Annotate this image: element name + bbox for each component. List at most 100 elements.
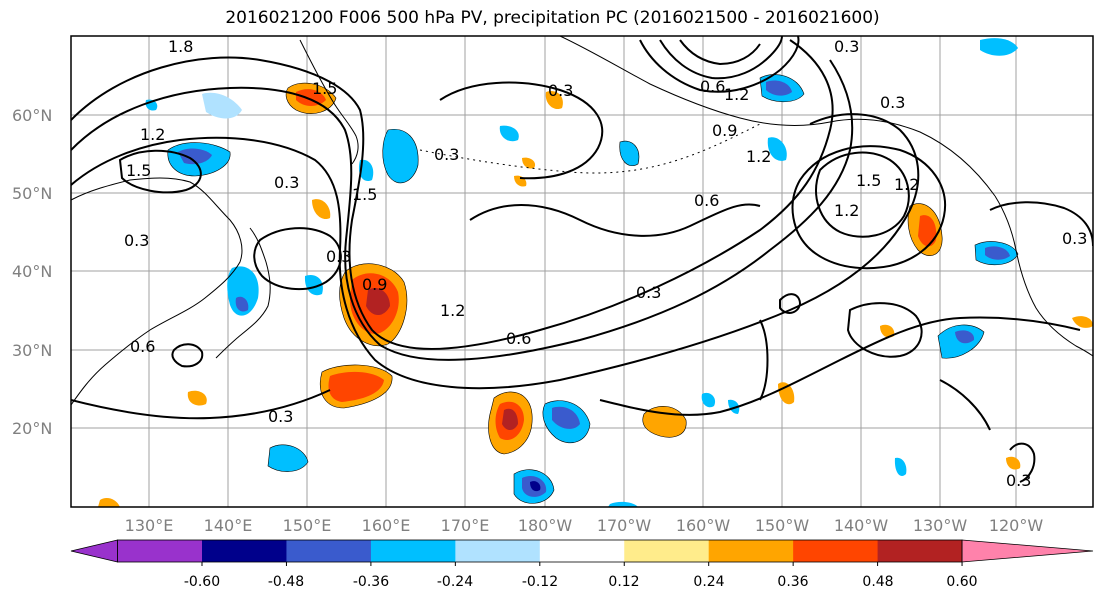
- pv-contour: [759, 319, 769, 401]
- precip-blob-neg: [985, 246, 1010, 260]
- colorbar-segment: [286, 540, 372, 562]
- precip-blob-neg: [894, 457, 907, 477]
- pv-contour: [71, 39, 834, 350]
- precip-blob-neg: [552, 406, 580, 429]
- lat-label-50n: 50°N: [12, 184, 52, 203]
- colorbar-segment: [539, 540, 625, 562]
- colorbar-tick-label: 0.48: [862, 574, 893, 590]
- contour-label: 0.3: [880, 93, 905, 112]
- precip-blob-pos: [312, 199, 331, 220]
- pv-contour: [71, 389, 331, 420]
- lon-label-130e: 130°E: [125, 516, 174, 535]
- pv-contour: [639, 36, 800, 93]
- precip-blob-neg: [767, 137, 787, 161]
- pv-contour: [469, 203, 761, 237]
- contour-label: 1.2: [140, 125, 165, 144]
- coastline-aleutians: [419, 123, 761, 174]
- colorbar: [70, 539, 1094, 566]
- precip-blob-pos: [502, 408, 518, 430]
- precip-blob-pos: [1006, 456, 1021, 470]
- lon-label-170e: 170°E: [441, 516, 490, 535]
- pv-contour: [791, 145, 947, 270]
- precip-blob-neg: [304, 274, 323, 296]
- contour-label: 1.2: [724, 85, 749, 104]
- lon-label-160e: 160°E: [362, 516, 411, 535]
- contour-label: 1.2: [746, 147, 771, 166]
- colorbar-segment: [877, 540, 963, 562]
- precip-blob-neg: [178, 148, 212, 165]
- pv-contour: [253, 227, 342, 291]
- coastline-alaska: [559, 36, 996, 197]
- colorbar-extend-low: [70, 539, 118, 563]
- pv-contour: [846, 302, 923, 358]
- colorbar-tick-labels: -0.60 -0.48 -0.36 -0.24 -0.12 0.12 0.24 …: [184, 574, 978, 590]
- lon-label-140e: 140°E: [204, 516, 253, 535]
- contour-label: 0.3: [274, 173, 299, 192]
- precip-blob-neg: [980, 38, 1018, 56]
- map-title: 2016021200 F006 500 hPa PV, precipitatio…: [225, 8, 880, 28]
- precip-blob-pos: [296, 89, 326, 106]
- colorbar-segment: [624, 540, 710, 562]
- lon-label-180w: 180°W: [518, 516, 573, 535]
- lon-label-120w: 120°W: [989, 516, 1044, 535]
- precip-blob-neg: [499, 125, 519, 142]
- lat-label-30n: 30°N: [12, 341, 52, 360]
- precip-blob-pos: [545, 90, 563, 110]
- contour-label: 0.3: [1006, 471, 1031, 490]
- colorbar-tick-label: -0.24: [437, 574, 473, 590]
- lon-label-140w: 140°W: [834, 516, 889, 535]
- precip-blob-neg: [235, 296, 249, 312]
- coastline-japan: [215, 227, 271, 359]
- lon-label-150e: 150°E: [283, 516, 332, 535]
- precip-blob-neg: [382, 128, 419, 184]
- precip-blob-pos: [98, 498, 120, 507]
- pv-contour: [779, 293, 802, 314]
- contour-label: 1.5: [312, 79, 337, 98]
- colorbar-segment: [708, 540, 794, 562]
- colorbar-segment: [370, 540, 456, 562]
- lon-label-160w: 160°W: [676, 516, 731, 535]
- contour-label: 1.5: [856, 171, 881, 190]
- pv-contour: [71, 113, 920, 390]
- precip-blob-neg: [530, 481, 541, 492]
- precip-blob-pos: [187, 390, 207, 406]
- coastline-kamchatka: [299, 39, 359, 165]
- map-border: [70, 35, 1094, 508]
- lon-labels: 130°E 140°E 150°E 160°E 170°E 180°W 170°…: [125, 516, 1044, 535]
- contour-label: 0.9: [712, 121, 737, 140]
- coastlines: [71, 36, 1093, 406]
- precip-shading: [98, 38, 1093, 507]
- pv-contour: [171, 343, 204, 368]
- precip-blob-neg: [267, 444, 309, 472]
- contour-label: 0.6: [506, 329, 531, 348]
- colorbar-tick-label: -0.60: [184, 574, 220, 590]
- precip-blob-neg: [728, 399, 740, 414]
- precip-blob-neg: [227, 266, 259, 316]
- precip-blob-pos: [522, 157, 536, 169]
- precip-blob-pos: [918, 215, 937, 247]
- contour-label: 0.3: [548, 81, 573, 100]
- pv-contour: [815, 151, 910, 238]
- precip-blob-neg: [701, 392, 716, 408]
- lon-label-170w: 170°W: [597, 516, 652, 535]
- contour-label: 0.3: [326, 247, 351, 266]
- colorbar-tick-label: -0.12: [522, 574, 558, 590]
- pv-contour: [1009, 442, 1036, 483]
- contour-label: 0.6: [130, 337, 155, 356]
- contour-label: 1.5: [126, 161, 151, 180]
- precip-blob-pos: [328, 371, 384, 402]
- contour-label: 0.6: [694, 191, 719, 210]
- pv-contour: [118, 149, 202, 194]
- contour-label: 0.3: [268, 407, 293, 426]
- precip-blob-neg: [955, 330, 975, 344]
- contour-label: 0.3: [1062, 229, 1087, 248]
- coastline-namerica: [994, 195, 1093, 357]
- precip-blob-neg: [608, 501, 638, 507]
- contour-label: 1.8: [168, 37, 193, 56]
- precip-blob-neg: [766, 80, 792, 96]
- precip-blob-pos: [880, 324, 895, 338]
- lat-label-20n: 20°N: [12, 419, 52, 438]
- contour-label: 0.3: [834, 37, 859, 56]
- colorbar-tick-label: -0.36: [353, 574, 389, 590]
- precip-blob-neg: [202, 92, 242, 119]
